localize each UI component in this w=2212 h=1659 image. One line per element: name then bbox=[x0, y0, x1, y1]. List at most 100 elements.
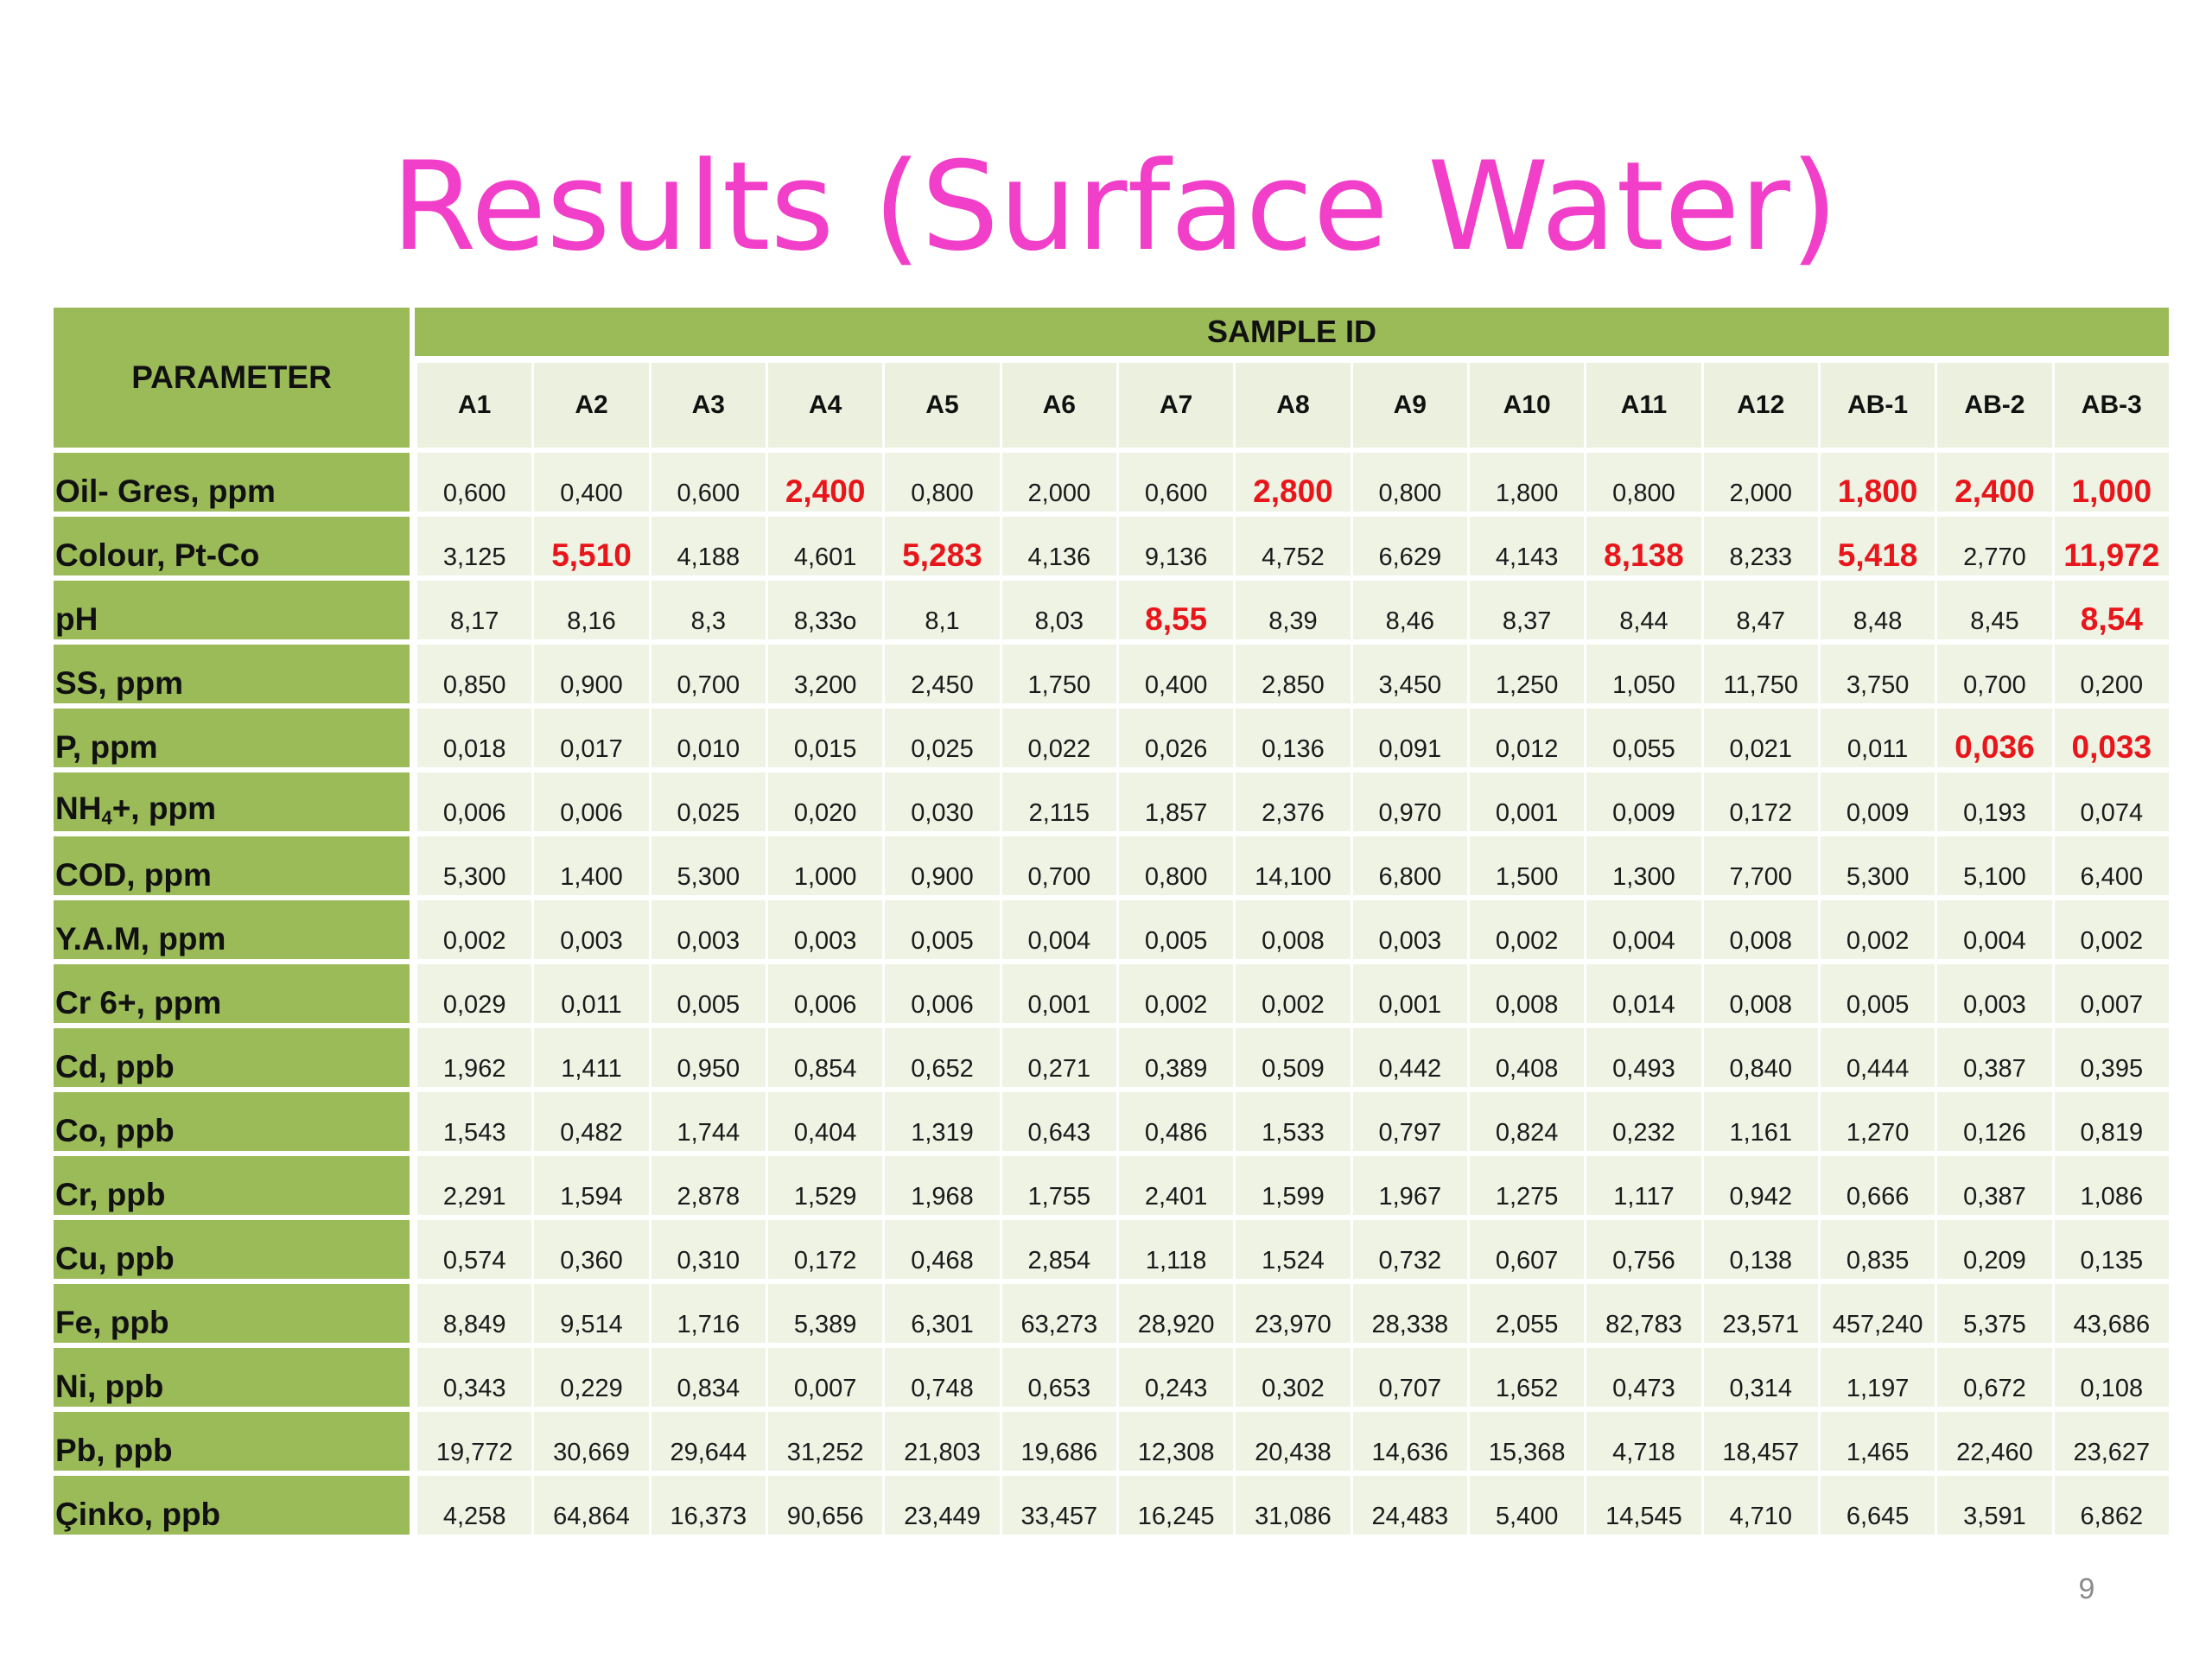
value-cell: 0,011 bbox=[531, 964, 649, 1028]
value-cell: 5,300 bbox=[415, 836, 532, 900]
value-cell: 14,636 bbox=[1350, 1412, 1467, 1476]
value-cell: 0,600 bbox=[648, 453, 766, 517]
value-cell: 8,17 bbox=[415, 581, 532, 645]
column-header: A11 bbox=[1584, 363, 1701, 453]
value-cell: 11,750 bbox=[1700, 645, 1818, 709]
value-cell: 0,136 bbox=[1233, 709, 1351, 772]
value-cell: 0,135 bbox=[2051, 1220, 2169, 1284]
value-cell: 8,3 bbox=[648, 581, 766, 645]
value-cell: 1,755 bbox=[999, 1156, 1116, 1220]
value-cell-highlighted: 8,55 bbox=[1116, 581, 1234, 645]
value-cell: 0,643 bbox=[999, 1092, 1116, 1156]
table-row: Cr, ppb 2,291 1,594 2,878 1,529 1,968 1,755 2,4… bbox=[54, 1156, 2169, 1220]
column-header: A5 bbox=[882, 363, 1000, 453]
value-cell: 1,599 bbox=[1233, 1156, 1351, 1220]
parameter-text: NH bbox=[55, 791, 102, 826]
value-cell: 1,744 bbox=[648, 1092, 766, 1156]
value-cell: 3,450 bbox=[1350, 645, 1467, 709]
column-header: A6 bbox=[999, 363, 1116, 453]
value-cell: 0,006 bbox=[531, 772, 649, 836]
value-cell: 2,376 bbox=[1233, 772, 1351, 836]
value-cell: 7,700 bbox=[1700, 836, 1818, 900]
value-cell-highlighted: 0,033 bbox=[2051, 709, 2169, 772]
parameter-cell: Cr, ppb bbox=[54, 1156, 415, 1220]
table-row: Colour, Pt-Co 3,125 5,510 4,188 4,601 5,283 4,… bbox=[54, 517, 2169, 581]
value-cell: 0,005 bbox=[1116, 900, 1234, 964]
value-cell: 24,483 bbox=[1350, 1476, 1467, 1540]
value-cell: 1,524 bbox=[1233, 1220, 1351, 1284]
value-cell: 0,756 bbox=[1584, 1220, 1701, 1284]
slide-title: Results (Surface Water) bbox=[391, 136, 1839, 278]
value-cell: 19,772 bbox=[415, 1412, 532, 1476]
parameter-cell: Colour, Pt-Co bbox=[54, 517, 415, 581]
value-cell: 12,308 bbox=[1116, 1412, 1234, 1476]
value-cell: 0,950 bbox=[648, 1028, 766, 1092]
value-cell: 6,800 bbox=[1350, 836, 1467, 900]
value-cell: 1,161 bbox=[1700, 1092, 1818, 1156]
parameter-cell: Cu, ppb bbox=[54, 1220, 415, 1284]
value-cell: 3,750 bbox=[1817, 645, 1936, 709]
value-cell: 0,002 bbox=[1116, 964, 1234, 1028]
parameter-cell: Cr 6+, ppm bbox=[54, 964, 415, 1028]
value-cell: 0,006 bbox=[765, 964, 883, 1028]
value-cell: 14,100 bbox=[1233, 836, 1351, 900]
column-header: A12 bbox=[1700, 363, 1818, 453]
value-cell: 90,656 bbox=[765, 1476, 883, 1540]
value-cell: 0,600 bbox=[415, 453, 532, 517]
table-row: Y.A.M, ppm 0,002 0,003 0,003 0,003 0,005 0,004… bbox=[54, 900, 2169, 964]
column-header: AB-3 bbox=[2051, 363, 2169, 453]
value-cell: 0,442 bbox=[1350, 1028, 1467, 1092]
value-cell-highlighted: 11,972 bbox=[2051, 517, 2169, 581]
value-cell-highlighted: 1,800 bbox=[1817, 453, 1936, 517]
value-cell: 0,022 bbox=[999, 709, 1116, 772]
value-cell: 0,310 bbox=[648, 1220, 766, 1284]
value-cell: 18,457 bbox=[1700, 1412, 1818, 1476]
parameter-cell: Y.A.M, ppm bbox=[54, 900, 415, 964]
value-cell: 0,232 bbox=[1584, 1092, 1701, 1156]
value-cell: 0,172 bbox=[765, 1220, 883, 1284]
value-cell: 1,400 bbox=[531, 836, 649, 900]
value-cell: 0,400 bbox=[531, 453, 649, 517]
column-header: AB-1 bbox=[1817, 363, 1936, 453]
value-cell-highlighted: 1,000 bbox=[2051, 453, 2169, 517]
table-row: Cr 6+, ppm 0,029 0,011 0,005 0,006 0,006 0,001… bbox=[54, 964, 2169, 1028]
value-cell: 1,962 bbox=[415, 1028, 532, 1092]
value-cell: 0,007 bbox=[765, 1348, 883, 1412]
value-cell: 8,44 bbox=[1584, 581, 1701, 645]
value-cell: 8,1 bbox=[882, 581, 1000, 645]
value-cell: 1,086 bbox=[2051, 1156, 2169, 1220]
value-cell-highlighted: 8,138 bbox=[1584, 517, 1701, 581]
value-cell: 23,627 bbox=[2051, 1412, 2169, 1476]
value-cell: 0,607 bbox=[1466, 1220, 1585, 1284]
value-cell: 0,243 bbox=[1116, 1348, 1234, 1412]
value-cell: 16,373 bbox=[648, 1476, 766, 1540]
value-cell: 0,834 bbox=[648, 1348, 766, 1412]
value-cell: 5,375 bbox=[1935, 1284, 2052, 1348]
value-cell: 1,529 bbox=[765, 1156, 883, 1220]
value-cell: 8,33o bbox=[765, 581, 883, 645]
value-cell: 2,055 bbox=[1466, 1284, 1585, 1348]
value-cell: 0,008 bbox=[1233, 900, 1351, 964]
value-cell: 19,686 bbox=[999, 1412, 1116, 1476]
value-cell: 0,172 bbox=[1700, 772, 1818, 836]
column-header: A3 bbox=[648, 363, 766, 453]
value-cell: 3,591 bbox=[1935, 1476, 2052, 1540]
column-header: A2 bbox=[531, 363, 649, 453]
value-cell: 0,387 bbox=[1935, 1028, 2052, 1092]
value-cell: 0,700 bbox=[999, 836, 1116, 900]
value-cell: 8,37 bbox=[1466, 581, 1585, 645]
value-cell: 28,338 bbox=[1350, 1284, 1467, 1348]
value-cell: 22,460 bbox=[1935, 1412, 2052, 1476]
value-cell: 4,601 bbox=[765, 517, 883, 581]
value-cell: 29,644 bbox=[648, 1412, 766, 1476]
value-cell: 2,854 bbox=[999, 1220, 1116, 1284]
value-cell: 1,300 bbox=[1584, 836, 1701, 900]
value-cell: 1,857 bbox=[1116, 772, 1234, 836]
value-cell: 0,138 bbox=[1700, 1220, 1818, 1284]
value-cell-highlighted: 2,400 bbox=[765, 453, 883, 517]
value-cell: 0,007 bbox=[2051, 964, 2169, 1028]
value-cell: 0,824 bbox=[1466, 1092, 1585, 1156]
value-cell: 1,750 bbox=[999, 645, 1116, 709]
value-cell: 9,136 bbox=[1116, 517, 1234, 581]
page-number: 9 bbox=[2078, 1573, 2095, 1605]
